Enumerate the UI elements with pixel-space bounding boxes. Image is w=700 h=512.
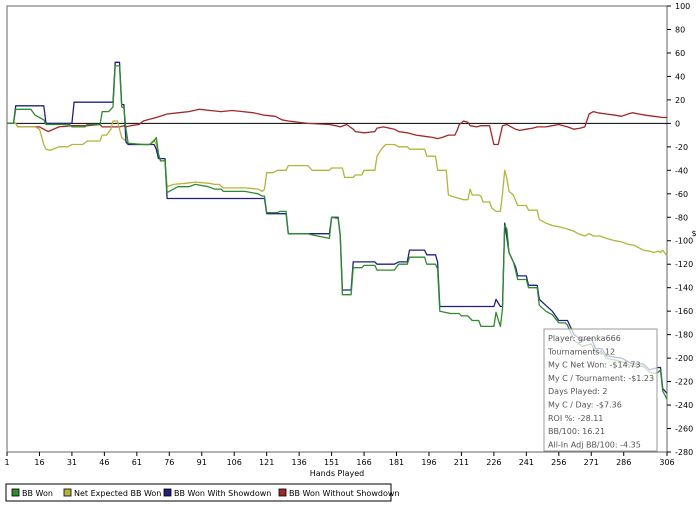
y-tick-label: -160 [675,307,693,316]
x-axis-ticks: 1 16 31 46 61 76 91 106 121 136 151 166 181 196 211 226… [4,452,675,467]
y-axis-ticks: 100 80 60 40 20 0 -20 -40 -60 -80 -100 -120 -140 -160… [667,2,693,457]
legend-swatch [63,488,72,497]
legend-label: BB Won Without Showdown [289,489,399,498]
x-tick-label: 136 [291,458,306,467]
tooltip-line: My C / Tournament: -$1.23 [548,374,654,383]
y-tick-label: -60 [675,190,688,199]
y-tick-label: 60 [675,49,685,58]
y-tick-label: 100 [675,2,690,11]
y-tick-label: 20 [675,96,685,105]
tooltip-line: BB/100: 16.21 [548,427,605,436]
tooltip-line: ROI %: -28.11 [548,414,603,423]
y-tick-label: -240 [675,401,693,410]
y-tick-label: -140 [675,284,693,293]
y-tick-label: -180 [675,331,693,340]
x-tick-label: 76 [164,458,174,467]
legend-swatch [278,488,287,497]
x-tick-label: 151 [324,458,339,467]
tooltip-line: Days Played: 2 [548,387,608,396]
legend: BB Won Net Expected BB Won BB Won With Sho… [5,483,399,502]
x-axis-title: Hands Played [310,469,364,478]
legend-swatch [163,488,172,497]
legend-box [5,483,392,502]
x-tick-label: 256 [551,458,566,467]
tooltip-line: Tournaments: 12 [547,347,615,356]
y-tick-label: -100 [675,237,693,246]
tooltip-line: My C / Day: -$7.36 [548,401,622,410]
x-tick-label: 46 [99,458,109,467]
x-tick-label: 61 [132,458,142,467]
legend-label: Net Expected BB Won [74,489,161,498]
y-tick-label: 80 [675,25,685,34]
x-tick-label: 31 [67,458,77,467]
x-tick-label: 271 [584,458,599,467]
legend-label: BB Won With Showdown [174,489,271,498]
x-tick-label: 196 [421,458,436,467]
y-tick-label: -20 [675,143,688,152]
x-tick-label: 286 [616,458,631,467]
x-tick-label: 91 [197,458,207,467]
legend-swatch [11,488,20,497]
tooltip-line: My C Net Won: -$14.73 [548,361,640,370]
y-tick-label: -200 [675,354,693,363]
legend-label: BB Won [22,489,53,498]
y-tick-label: -260 [675,425,693,434]
x-tick-label: 241 [519,458,534,467]
y-tick-label: -80 [675,213,688,222]
series-line-net-expected-bb-won [7,120,668,257]
x-tick-label: 121 [259,458,274,467]
x-tick-label: 211 [454,458,469,467]
y-tick-label: 0 [675,119,680,128]
x-tick-label: 16 [34,458,44,467]
y-axis-title: $ [691,229,696,238]
y-tick-label: -280 [675,448,693,457]
series-line-bb-won-without-showdown [7,108,667,146]
tooltip-line: All-In Adj BB/100: -4.35 [548,440,641,449]
y-tick-label: -220 [675,378,693,387]
x-tick-label: 306 [659,458,674,467]
series-layer [7,61,668,400]
y-tick-label: -120 [675,260,693,269]
stats-tooltip-box [543,328,658,452]
x-tick-label: 1 [4,458,9,467]
x-tick-label: 181 [389,458,404,467]
stats-tooltip: Player: grenka666 Tournaments: 12 My C Net… [543,328,658,452]
x-tick-label: 166 [356,458,371,467]
tooltip-line: Player: grenka666 [548,334,621,343]
series-line-bb-won [7,65,668,400]
y-tick-label: -40 [675,166,688,175]
x-tick-label: 106 [227,458,242,467]
x-tick-label: 226 [486,458,501,467]
y-tick-label: 40 [675,72,685,81]
